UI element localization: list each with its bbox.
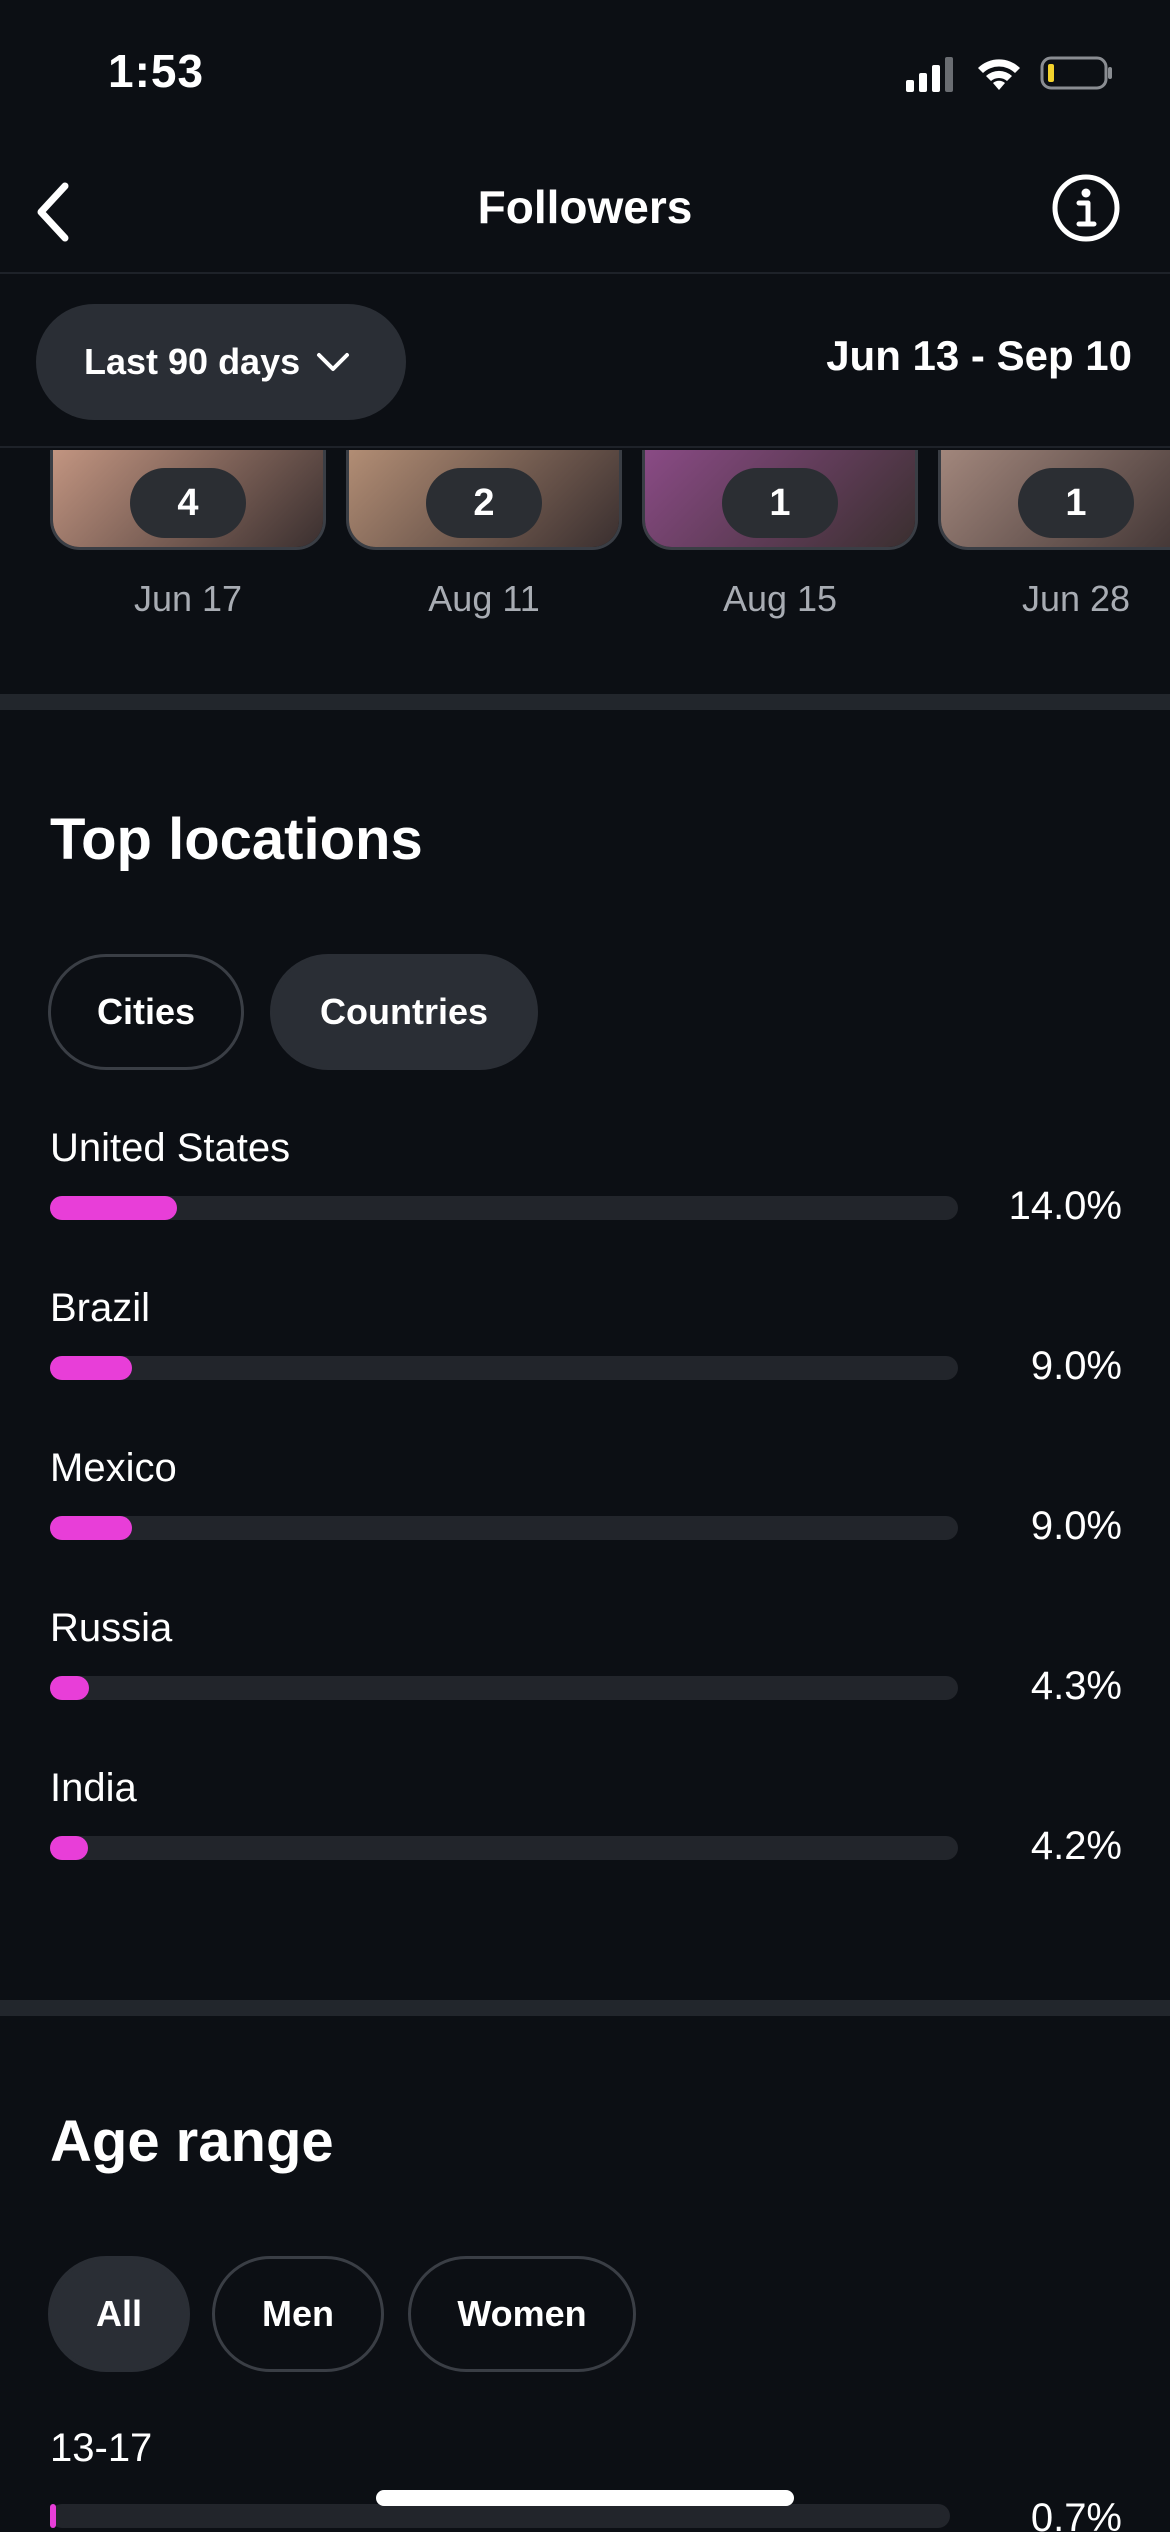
thumbnail-count: 1: [722, 468, 838, 538]
status-time: 1:53: [108, 45, 205, 97]
location-bar-fill: [50, 1516, 132, 1540]
age-percent: 0.7%: [1030, 2496, 1122, 2532]
location-row: Mexico 9.0%: [50, 1446, 1122, 1566]
tab-men[interactable]: Men: [212, 2256, 384, 2372]
post-thumbnail[interactable]: 1: [938, 450, 1170, 550]
thumbnail-date: Aug 15: [722, 578, 838, 619]
location-row: Russia 4.3%: [50, 1606, 1122, 1726]
age-bar-fill: [50, 2504, 57, 2528]
location-name: Brazil: [50, 1286, 151, 1330]
thumbnail-count: 4: [130, 468, 246, 538]
location-row: United States 14.0%: [50, 1126, 1122, 1246]
age-row: 13-17 0.7%: [50, 2426, 1122, 2532]
location-percent: 4.2%: [1030, 1824, 1122, 1868]
section-divider: [0, 694, 1170, 710]
tab-countries[interactable]: Countries: [270, 954, 538, 1070]
location-name: United States: [50, 1126, 291, 1170]
nav-header: Followers: [0, 150, 1170, 274]
age-range-title: Age range: [50, 2109, 334, 2174]
info-icon[interactable]: [1050, 172, 1122, 244]
signal-icon: [906, 57, 953, 92]
location-bar-track: [50, 1356, 958, 1380]
location-row: Brazil 9.0%: [50, 1286, 1122, 1406]
thumbnail-count: 1: [1018, 468, 1134, 538]
post-thumbnail[interactable]: 1: [642, 450, 918, 550]
thumbnail-date: Aug 11: [428, 578, 540, 619]
location-bar-fill: [50, 1676, 90, 1700]
location-bar-track: [50, 1836, 958, 1860]
top-locations-title: Top locations: [50, 807, 423, 872]
chevron-left-icon: [37, 182, 69, 242]
location-name: Mexico: [50, 1446, 177, 1490]
location-percent: 9.0%: [1030, 1344, 1122, 1388]
period-dropdown[interactable]: Last 90 days: [36, 304, 406, 420]
location-bar-fill: [50, 1836, 89, 1860]
thumbnail-count: 2: [426, 468, 542, 538]
location-name: Russia: [50, 1606, 173, 1650]
chevron-down-icon: [317, 353, 350, 371]
page-title: Followers: [477, 181, 693, 233]
thumbnail-row[interactable]: 4 Jun 17 2 Aug 11 1 Aug 15 1 Jun 28: [0, 450, 1170, 680]
location-name: India: [50, 1766, 137, 1810]
date-range: Jun 13 - Sep 10: [826, 332, 1132, 379]
period-label: Last 90 days: [84, 341, 301, 382]
battery-icon: [1040, 56, 1112, 90]
back-button[interactable]: [18, 172, 88, 252]
status-bar: 1:53: [0, 0, 1170, 150]
post-thumbnail[interactable]: 2: [346, 450, 622, 550]
filter-row: Last 90 days Jun 13 - Sep 10: [0, 276, 1170, 448]
location-bar-fill: [50, 1196, 178, 1220]
location-bar-track: [50, 1516, 958, 1540]
location-bar-fill: [50, 1356, 132, 1380]
age-label: 13-17: [50, 2426, 153, 2470]
home-indicator[interactable]: [376, 2490, 794, 2506]
location-percent: 14.0%: [1008, 1184, 1122, 1228]
location-percent: 4.3%: [1030, 1664, 1122, 1708]
post-thumbnail[interactable]: 4: [50, 450, 326, 550]
thumbnail-date: Jun 17: [133, 578, 243, 619]
tab-all[interactable]: All: [48, 2256, 190, 2372]
location-row: India 4.2%: [50, 1766, 1122, 1886]
location-bar-track: [50, 1196, 958, 1220]
section-divider: [0, 2000, 1170, 2016]
tab-women[interactable]: Women: [408, 2256, 636, 2372]
location-percent: 9.0%: [1030, 1504, 1122, 1548]
age-bar-track: [50, 2504, 950, 2528]
location-bar-track: [50, 1676, 958, 1700]
thumbnail-date: Jun 28: [1021, 578, 1131, 619]
tab-cities[interactable]: Cities: [48, 954, 244, 1070]
wifi-icon: [978, 59, 1020, 90]
